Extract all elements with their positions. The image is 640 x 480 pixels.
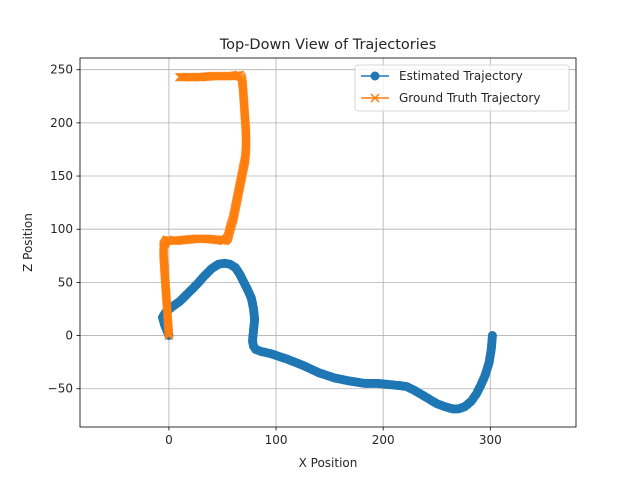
- data-point-ground-truth: [236, 173, 246, 183]
- plot-area-frame: [79, 57, 577, 428]
- data-point-ground-truth: [229, 210, 239, 220]
- data-point-ground-truth: [233, 190, 243, 201]
- legend-label-ground-truth: Ground Truth Trajectory: [399, 91, 540, 105]
- data-point-ground-truth: [178, 72, 188, 82]
- series-ground-truth: [159, 70, 251, 341]
- y-tick-label: 250: [50, 63, 73, 77]
- y-tick-label: 150: [50, 169, 73, 183]
- y-tick-label: 50: [58, 275, 73, 289]
- legend: Estimated Trajectory Ground Truth Trajec…: [354, 64, 570, 112]
- x-tick-label: 300: [479, 433, 502, 447]
- legend-marker-estimated: [370, 71, 380, 81]
- data-point-ground-truth: [239, 160, 249, 170]
- data-point-ground-truth: [176, 72, 186, 82]
- legend-box: [354, 64, 570, 112]
- data-point-ground-truth: [224, 229, 234, 239]
- y-tick-label: 200: [50, 116, 73, 130]
- data-point-ground-truth: [238, 164, 248, 174]
- plot-area-data: [158, 70, 497, 414]
- data-point-ground-truth: [175, 72, 185, 82]
- x-tick-label: 0: [165, 433, 173, 447]
- data-point-ground-truth: [231, 198, 241, 208]
- data-point-estimated: [487, 331, 497, 340]
- axis-ticks: 0 100 200 300 −50 0 50 100 150 200 250: [48, 63, 502, 447]
- data-point-ground-truth: [235, 178, 245, 188]
- y-axis-title: Z Position: [21, 213, 35, 272]
- x-axis-title: X Position: [299, 456, 358, 470]
- data-point-ground-truth: [238, 166, 248, 176]
- series-estimated: [158, 258, 497, 414]
- legend-label-estimated: Estimated Trajectory: [399, 69, 523, 83]
- x-tick-label: 200: [372, 433, 395, 447]
- legend-marker-ground-truth: [370, 93, 380, 103]
- y-tick-label: −50: [48, 382, 73, 396]
- data-point-ground-truth: [230, 203, 240, 213]
- y-tick-label: 0: [65, 329, 73, 343]
- chart-title: Top-Down View of Trajectories: [219, 37, 437, 53]
- x-tick-label: 100: [265, 433, 288, 447]
- data-point-ground-truth: [234, 185, 244, 195]
- y-tick-label: 100: [50, 222, 73, 236]
